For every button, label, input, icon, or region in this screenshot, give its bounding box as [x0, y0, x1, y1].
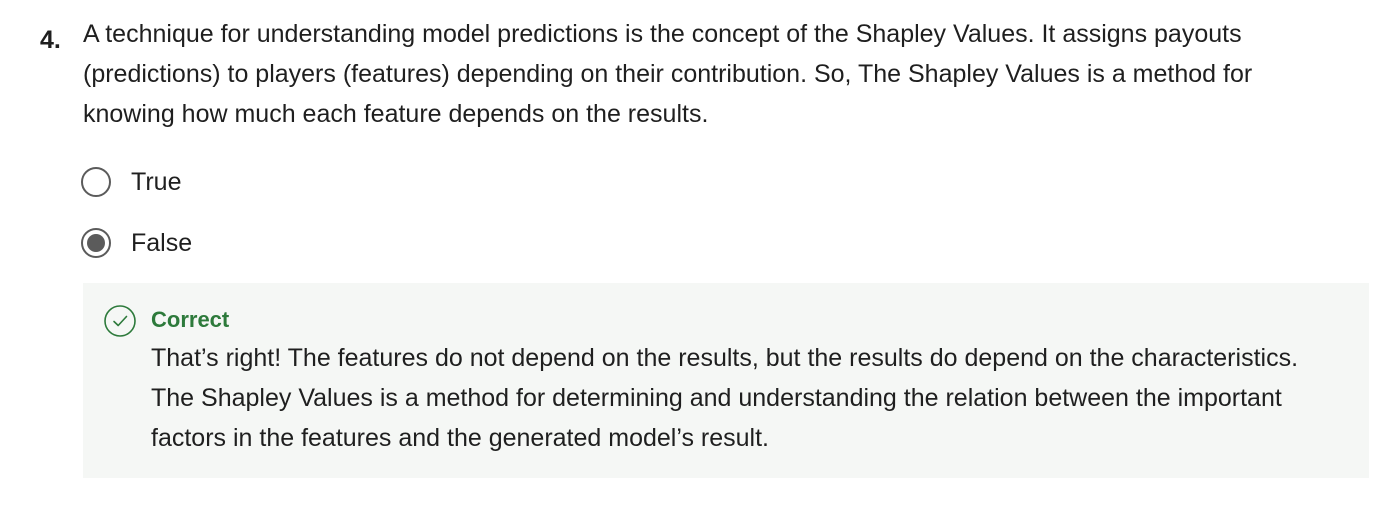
question-number: 4.	[40, 26, 61, 54]
radio-selected-dot	[87, 234, 105, 252]
feedback-text: That’s right! The features do not depend…	[151, 344, 1299, 452]
radio-button-selected[interactable]	[81, 228, 111, 258]
option-label: False	[131, 229, 193, 257]
option-label: True	[131, 168, 182, 196]
feedback-status: Correct	[151, 307, 230, 332]
radio-button-unselected[interactable]	[81, 167, 111, 197]
feedback-panel: Correct That’s right! The features do no…	[83, 283, 1369, 478]
question-text: A technique for understanding model pred…	[83, 20, 1253, 128]
answer-options: True False	[81, 160, 192, 282]
option-true[interactable]: True	[81, 160, 192, 204]
check-circle-icon	[103, 304, 137, 338]
option-false[interactable]: False	[81, 221, 192, 265]
